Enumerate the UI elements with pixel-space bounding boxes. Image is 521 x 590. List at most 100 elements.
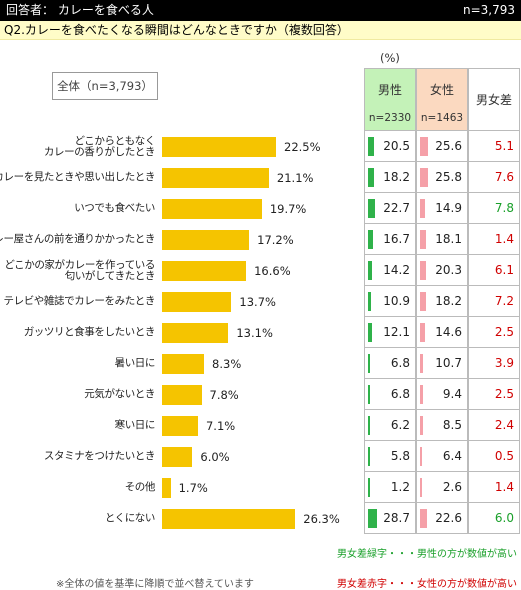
female-marker <box>420 261 427 280</box>
diff-value-cell: 2.5 <box>468 317 520 348</box>
respondent-label: 回答者： カレーを食べる人 <box>6 3 154 17</box>
female-marker <box>420 323 425 342</box>
female-value: 14.9 <box>435 201 462 215</box>
female-value-cell: 18.1 <box>416 224 468 255</box>
category-label: どこかの家がカレーを作っている 匂いがしてきたとき <box>4 258 155 282</box>
female-marker <box>420 230 426 249</box>
total-value-label: 8.3% <box>212 356 242 371</box>
female-marker <box>420 292 426 311</box>
category-label-line: カレー屋さんの前を通りかかったとき <box>0 233 155 245</box>
male-marker <box>368 199 376 218</box>
male-header-n: n=2330 <box>368 112 412 124</box>
female-value-cell: 25.6 <box>416 131 468 162</box>
female-marker <box>420 168 429 187</box>
female-value-cell: 20.3 <box>416 255 468 286</box>
category-label: 元気がないとき <box>84 389 155 400</box>
total-bar <box>162 415 198 436</box>
total-bar <box>162 508 296 529</box>
category-label-line: その他 <box>124 481 156 493</box>
female-value-cell: 22.6 <box>416 503 468 534</box>
male-value-cell: 16.7 <box>364 224 416 255</box>
diff-value-cell: 7.6 <box>468 162 520 193</box>
diff-value-cell: 2.5 <box>468 379 520 410</box>
total-bar <box>162 167 269 188</box>
female-value-cell: 2.6 <box>416 472 468 503</box>
male-value: 20.5 <box>383 139 410 153</box>
male-value: 28.7 <box>383 511 410 525</box>
female-value-cell: 14.6 <box>416 317 468 348</box>
male-value-cell: 12.1 <box>364 317 416 348</box>
male-value-cell: 20.5 <box>364 131 416 162</box>
category-label: テレビや雑誌でカレーをみたとき <box>4 296 156 307</box>
male-value: 16.7 <box>383 232 410 246</box>
male-marker <box>368 478 370 497</box>
diff-value-cell: 7.2 <box>468 286 520 317</box>
category-label: とくにない <box>105 513 156 524</box>
male-marker <box>368 447 370 466</box>
female-value-cell: 10.7 <box>416 348 468 379</box>
male-marker <box>368 416 370 435</box>
female-value: 8.5 <box>442 418 462 432</box>
category-label: スタミナをつけたいとき <box>43 450 156 462</box>
category-label-line: 元気がないとき <box>84 388 155 400</box>
female-value: 2.6 <box>442 480 462 494</box>
female-value: 25.8 <box>435 170 462 184</box>
category-label-line: スタミナをつけたいとき <box>43 450 156 462</box>
male-marker <box>368 261 373 280</box>
male-value: 6.8 <box>390 356 410 370</box>
female-value: 22.6 <box>435 511 462 525</box>
male-value-cell: 6.8 <box>364 348 416 379</box>
diff-value-cell: 1.4 <box>468 472 520 503</box>
category-label-line: いつでも食べたい <box>74 202 155 214</box>
diff-value: 7.8 <box>494 201 514 215</box>
total-bar <box>162 477 171 498</box>
total-bar <box>162 291 232 312</box>
female-value-cell: 8.5 <box>416 410 468 441</box>
category-label-line: どこかの家がカレーを作っている <box>4 258 155 271</box>
male-value: 14.2 <box>383 263 410 277</box>
category-label: 暑い日に <box>114 357 156 369</box>
total-value-label: 7.1% <box>205 418 236 433</box>
female-value: 25.6 <box>435 139 462 153</box>
legend-green-note: 男女差緑字・・・男性の方が数値が高い <box>337 549 517 560</box>
male-value: 12.1 <box>383 325 410 339</box>
diff-value: 5.1 <box>494 139 514 153</box>
male-value-cell: 10.9 <box>364 286 416 317</box>
category-label-line: 暑い日に <box>114 357 156 369</box>
male-value: 6.2 <box>390 418 410 432</box>
category-label: どこからともなく カレーの香りがしたとき <box>44 135 156 158</box>
diff-value: 2.4 <box>494 418 514 432</box>
male-marker <box>368 385 371 404</box>
male-value-cell: 1.2 <box>364 472 416 503</box>
diff-value: 0.5 <box>494 449 514 463</box>
total-label-box: 全体（n=3,793） <box>52 72 158 100</box>
total-value-label: 13.1% <box>236 325 273 340</box>
female-marker <box>420 354 424 373</box>
category-label-line: テレビや雑誌でカレーをみたとき <box>3 295 156 307</box>
male-value-cell: 18.2 <box>364 162 416 193</box>
female-marker <box>420 509 428 528</box>
male-marker <box>368 168 374 187</box>
diff-header: 男女差 <box>468 68 520 131</box>
male-value-cell: 6.8 <box>364 379 416 410</box>
male-value-cell: 6.2 <box>364 410 416 441</box>
category-label: カレー屋さんの前を通りかかったとき <box>0 234 155 245</box>
female-value: 10.7 <box>435 356 462 370</box>
category-label-line: カレーを見たときや思い出したとき <box>0 171 155 183</box>
female-value-cell: 14.9 <box>416 193 468 224</box>
male-value: 18.2 <box>383 170 410 184</box>
female-marker <box>420 199 425 218</box>
total-value-label: 19.7% <box>269 201 307 216</box>
female-value: 18.1 <box>435 232 462 246</box>
female-header: 女性 n=1463 <box>416 68 468 131</box>
total-bar <box>162 353 205 374</box>
male-marker <box>368 509 377 528</box>
question-title: Q2.カレーを食べたくなる瞬間はどんなときですか（複数回答） <box>0 21 521 40</box>
respondent-bar: 回答者： カレーを食べる人 n=3,793 <box>0 0 521 21</box>
male-header-label: 男性 <box>377 83 402 97</box>
diff-value: 7.6 <box>494 170 514 184</box>
female-marker <box>420 478 422 497</box>
male-value: 5.8 <box>390 449 410 463</box>
female-marker <box>420 385 423 404</box>
diff-value-cell: 7.8 <box>468 193 520 224</box>
